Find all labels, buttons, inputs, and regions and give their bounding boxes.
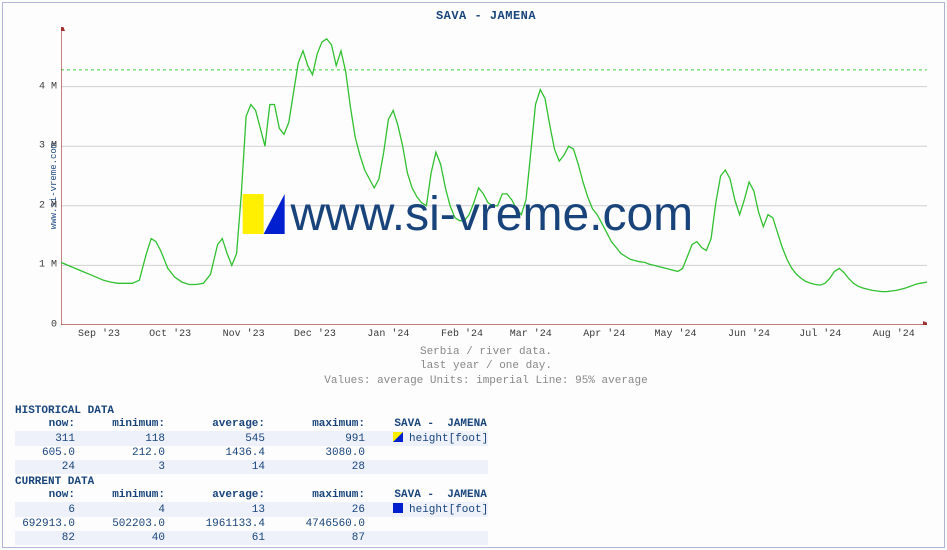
table-row: 605.0 212.0 1436.4 3080.0 bbox=[15, 446, 488, 460]
x-tick-label: Jun '24 bbox=[728, 329, 770, 340]
col-min: minimum: bbox=[75, 488, 165, 502]
col-max: maximum: bbox=[265, 417, 365, 431]
col-max: maximum: bbox=[265, 488, 365, 502]
caption-line: Serbia / river data. bbox=[31, 345, 941, 359]
table-row: 6 4 13 26 height[foot] bbox=[15, 502, 488, 517]
col-now: now: bbox=[15, 488, 75, 502]
col-avg: average: bbox=[165, 488, 265, 502]
col-now: now: bbox=[15, 417, 75, 431]
y-axis-label: www.si-vreme.com bbox=[49, 143, 59, 229]
unit-cell: height[foot] bbox=[365, 431, 488, 446]
chart-area: SAVA - JAMENA www.si-vreme.com 0 1 M 2 M 3 … bbox=[31, 7, 941, 365]
x-tick-label: May '24 bbox=[654, 329, 696, 340]
x-tick-label: Mar '24 bbox=[510, 329, 552, 340]
y-tick-label: 0 bbox=[31, 320, 57, 331]
x-tick-label: Sep '23 bbox=[78, 329, 120, 340]
x-tick-label: Jan '24 bbox=[367, 329, 409, 340]
col-series: SAVA - JAMENA bbox=[365, 417, 488, 431]
y-tick-label: 4 M bbox=[31, 81, 57, 92]
x-tick-label: Nov '23 bbox=[223, 329, 265, 340]
caption-line: Values: average Units: imperial Line: 95… bbox=[31, 374, 941, 388]
x-tick-label: Oct '23 bbox=[149, 329, 191, 340]
swatch-current-icon bbox=[393, 503, 403, 513]
col-avg: average: bbox=[165, 417, 265, 431]
table-row: 311 118 545 991 height[foot] bbox=[15, 431, 488, 446]
x-tick-label: Apr '24 bbox=[583, 329, 625, 340]
plot-svg bbox=[61, 27, 927, 325]
table-row: 82 40 61 87 bbox=[15, 531, 488, 545]
x-tick-label: Feb '24 bbox=[441, 329, 483, 340]
plot-region bbox=[61, 27, 927, 325]
data-tables: HISTORICAL DATA now: minimum: average: m… bbox=[15, 403, 936, 545]
caption-line: last year / one day. bbox=[31, 359, 941, 373]
x-tick-label: Dec '23 bbox=[294, 329, 336, 340]
unit-cell: height[foot] bbox=[365, 502, 488, 517]
table-row: 692913.0 502203.0 1961133.4 4746560.0 bbox=[15, 517, 488, 531]
col-series: SAVA - JAMENA bbox=[365, 488, 488, 502]
y-tick-label: 3 M bbox=[31, 141, 57, 152]
current-title: CURRENT DATA bbox=[15, 476, 936, 488]
x-tick-label: Jul '24 bbox=[799, 329, 841, 340]
table-row: 24 3 14 28 bbox=[15, 460, 488, 474]
chart-caption: Serbia / river data. last year / one day… bbox=[31, 345, 941, 388]
historical-table: now: minimum: average: maximum: SAVA - J… bbox=[15, 417, 488, 474]
x-tick-label: Aug '24 bbox=[873, 329, 915, 340]
chart-title: SAVA - JAMENA bbox=[31, 9, 941, 23]
historical-title: HISTORICAL DATA bbox=[15, 405, 936, 417]
y-tick-label: 1 M bbox=[31, 260, 57, 271]
swatch-historical-icon bbox=[393, 432, 403, 442]
y-tick-label: 2 M bbox=[31, 200, 57, 211]
chart-frame: SAVA - JAMENA www.si-vreme.com 0 1 M 2 M 3 … bbox=[2, 2, 945, 548]
current-table: now: minimum: average: maximum: SAVA - J… bbox=[15, 488, 488, 545]
col-min: minimum: bbox=[75, 417, 165, 431]
